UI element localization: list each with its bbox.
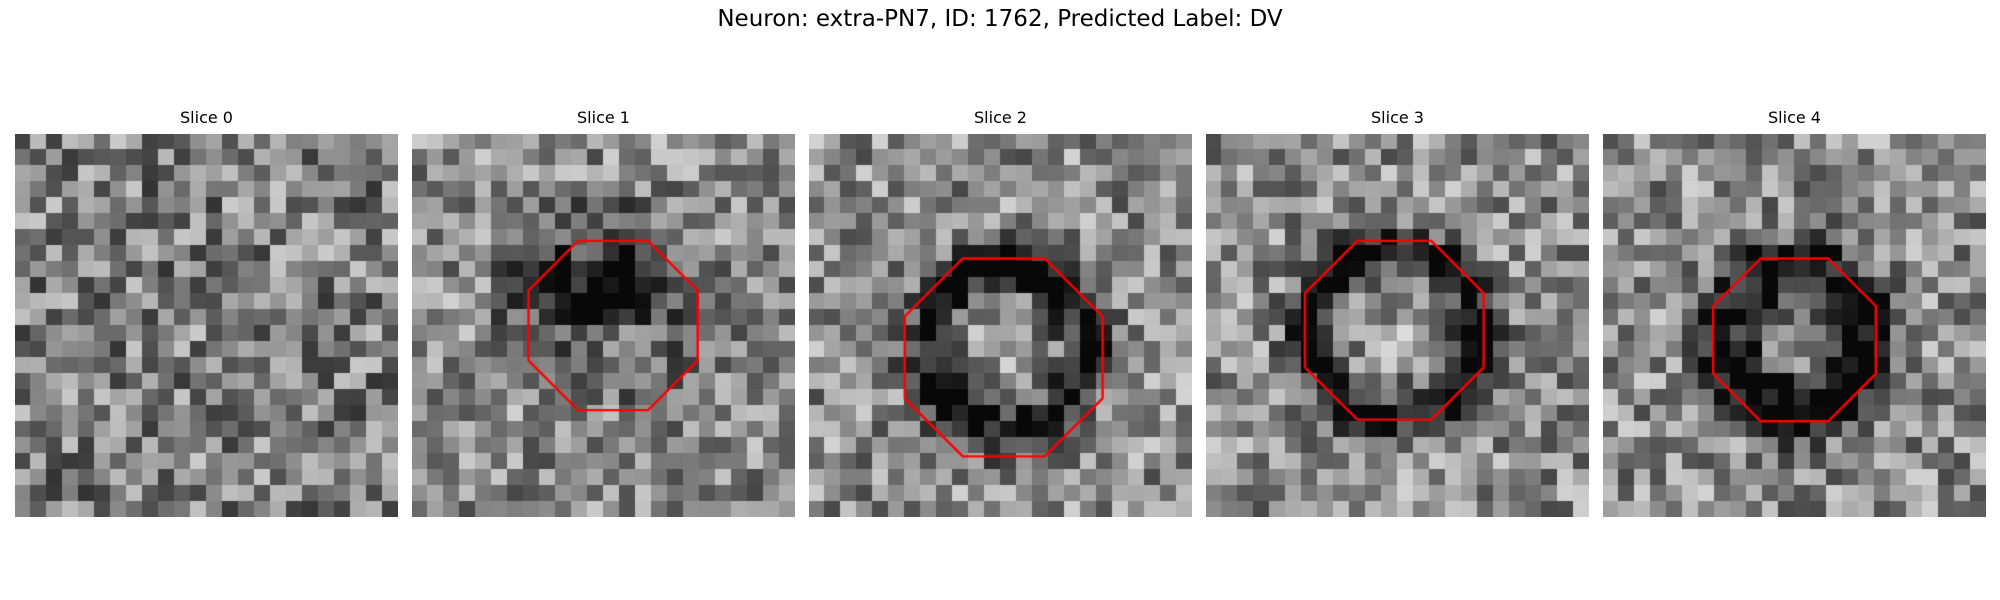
slice-title: Slice 4 (1768, 108, 1821, 127)
slice-panel-2: Slice 2 (809, 108, 1192, 517)
slice-title: Slice 0 (180, 108, 233, 127)
slice-image (1603, 134, 1986, 517)
slice-title: Slice 2 (974, 108, 1027, 127)
slice-title: Slice 1 (577, 108, 630, 127)
slice-panel-1: Slice 1 (412, 108, 795, 517)
figure-title: Neuron: extra-PN7, ID: 1762, Predicted L… (717, 6, 1283, 32)
slice-panel-0: Slice 0 (15, 108, 398, 517)
slice-title: Slice 3 (1371, 108, 1424, 127)
slice-panel-4: Slice 4 (1603, 108, 1986, 517)
slice-image (15, 134, 398, 517)
slice-image (1206, 134, 1589, 517)
slice-image (412, 134, 795, 517)
slice-panel-3: Slice 3 (1206, 108, 1589, 517)
slice-image (809, 134, 1192, 517)
